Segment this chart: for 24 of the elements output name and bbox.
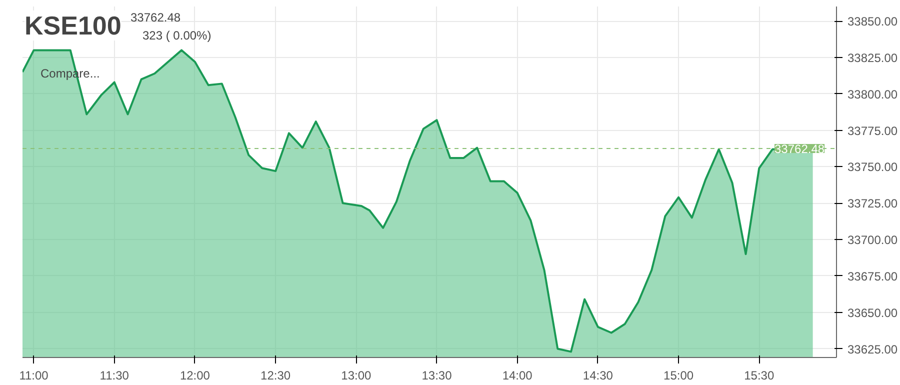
- x-tick-label: 11:30: [100, 368, 130, 382]
- x-tick-label: 11:00: [19, 368, 49, 382]
- y-tick-label: 33675.00: [848, 269, 898, 284]
- x-tick-label: 15:00: [664, 368, 694, 382]
- x-tick-label: 12:00: [180, 368, 210, 382]
- ref-line-label: 33762.48: [774, 142, 825, 156]
- x-tick-label: 14:30: [582, 368, 614, 382]
- annotation: 323 ( 0.00%): [142, 28, 212, 42]
- y-tick-label: 33800.00: [848, 87, 898, 102]
- chart-subtitle: 33762.48: [130, 10, 181, 24]
- y-tick-label: 33775.00: [848, 124, 898, 138]
- y-tick-label: 33725.00: [848, 196, 898, 211]
- x-tick-label: 12:30: [260, 368, 291, 382]
- x-tick-label: 14:00: [502, 368, 533, 382]
- y-tick-label: 33750.00: [848, 160, 898, 174]
- x-tick-label: 13:30: [422, 368, 452, 382]
- y-tick-label: 33850.00: [848, 14, 898, 29]
- y-tick-label: 33700.00: [848, 233, 898, 248]
- y-tick-label: 33825.00: [848, 50, 898, 65]
- x-tick-label: 15:30: [744, 368, 774, 382]
- chart-title: KSE100: [24, 10, 122, 40]
- y-tick-label: 33650.00: [848, 306, 898, 320]
- y-tick-label: 33625.00: [848, 342, 898, 356]
- x-tick-label: 13:00: [341, 368, 372, 382]
